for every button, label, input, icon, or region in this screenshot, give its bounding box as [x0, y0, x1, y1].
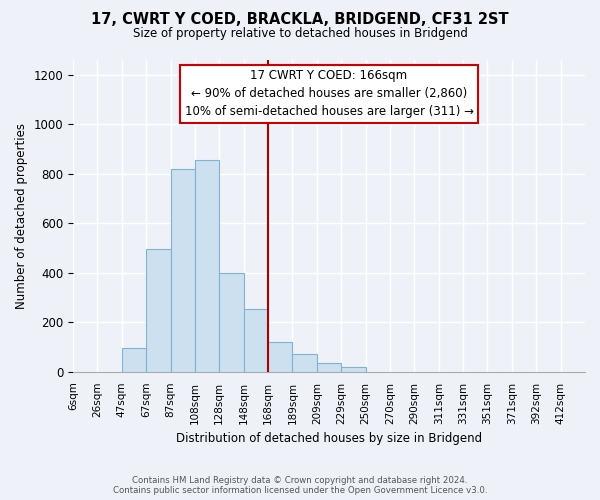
Text: 17 CWRT Y COED: 166sqm
← 90% of detached houses are smaller (2,860)
10% of semi-: 17 CWRT Y COED: 166sqm ← 90% of detached…: [185, 70, 473, 118]
Bar: [220, 273, 244, 372]
Y-axis label: Number of detached properties: Number of detached properties: [15, 123, 28, 309]
Text: Contains HM Land Registry data © Crown copyright and database right 2024.
Contai: Contains HM Land Registry data © Crown c…: [113, 476, 487, 495]
Text: Size of property relative to detached houses in Bridgend: Size of property relative to detached ho…: [133, 28, 467, 40]
X-axis label: Distribution of detached houses by size in Bridgend: Distribution of detached houses by size …: [176, 432, 482, 445]
Bar: [146, 250, 170, 372]
Bar: [317, 363, 341, 372]
Bar: [244, 308, 268, 372]
Bar: [341, 367, 365, 372]
Bar: [268, 342, 292, 372]
Bar: [122, 348, 146, 372]
Text: 17, CWRT Y COED, BRACKLA, BRIDGEND, CF31 2ST: 17, CWRT Y COED, BRACKLA, BRIDGEND, CF31…: [91, 12, 509, 28]
Bar: [292, 354, 317, 372]
Bar: [195, 160, 220, 372]
Bar: [170, 169, 195, 372]
